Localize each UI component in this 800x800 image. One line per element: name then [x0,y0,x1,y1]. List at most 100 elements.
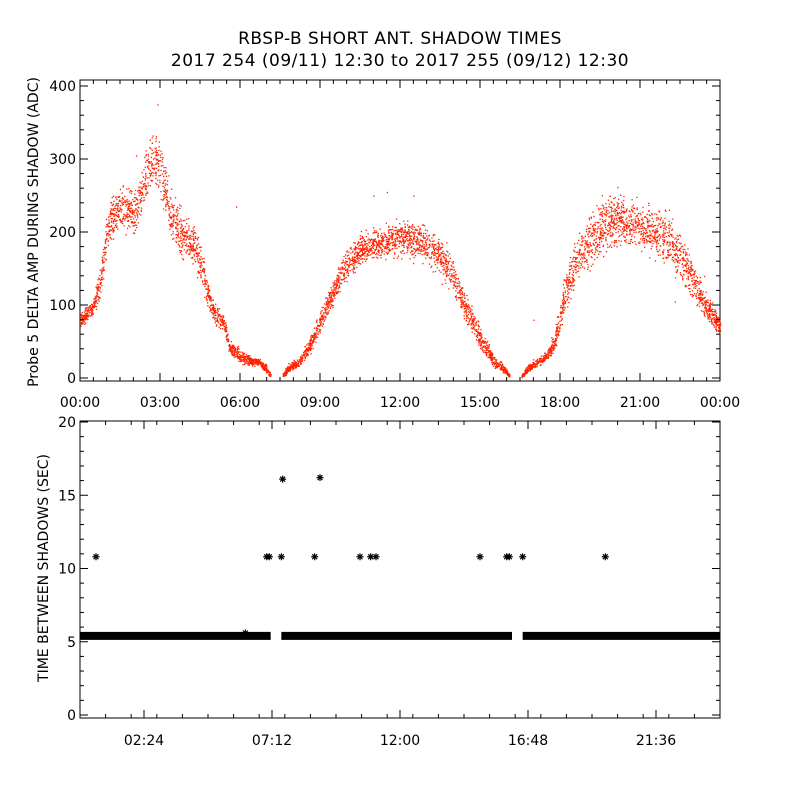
data-point [182,259,185,261]
data-point [482,350,484,352]
data-point [326,302,328,304]
data-point [290,363,292,365]
data-point [305,351,307,353]
data-point [676,253,678,255]
data-point [236,353,238,355]
data-point [190,247,192,249]
data-point [331,304,333,307]
data-point [613,224,615,226]
data-point [612,215,614,217]
data-point [241,359,243,361]
data-point [175,237,177,239]
data-point [329,293,331,295]
data-point [145,189,147,191]
data-point [316,321,318,324]
data-point [560,311,562,313]
data-point [339,282,341,284]
data-point [479,338,481,340]
data-point [455,290,457,292]
data-point [677,265,679,267]
data-point [569,269,572,271]
data-point [140,210,143,212]
data-point [466,307,468,309]
data-point [651,245,653,247]
data-point [469,311,471,314]
data-point [359,251,361,253]
data-point [168,214,170,216]
data-point [228,344,231,346]
data-point [711,321,713,323]
data-point [662,243,664,245]
data-point [301,354,303,356]
data-point [291,365,293,367]
data-point [250,359,252,361]
data-point [498,365,500,367]
data-point [663,236,666,239]
data-point [100,282,102,285]
data-point [595,238,597,240]
data-point [227,334,229,336]
data-point [419,232,421,234]
data-point [608,232,610,235]
data-point [559,316,562,318]
data-point [586,225,588,227]
data-point [129,191,131,193]
data-point [636,224,639,226]
data-point [400,235,402,238]
data-point [188,245,190,247]
data-point [401,240,403,243]
data-point [534,363,536,365]
data-point [343,277,345,279]
data-point [463,315,465,317]
data-point [685,264,687,266]
data-point [111,238,113,240]
data-point [338,267,340,269]
data-point [646,232,649,234]
data-point [134,209,136,212]
data-point [569,272,571,274]
data-point [285,370,287,372]
data-point [371,252,374,254]
data-point [231,344,233,346]
data-point [210,307,212,310]
data-point [209,295,211,297]
data-point [214,310,216,313]
data-point [339,276,341,278]
data-point [587,268,589,270]
data-point [101,267,103,269]
data-point [704,310,706,312]
data-point [312,341,315,343]
data-point [97,284,99,286]
data-point [632,219,634,221]
data-point [108,231,110,233]
data-point [459,297,461,299]
data-point [685,253,687,255]
data-point [575,272,577,274]
data-point [156,153,158,155]
data-point [598,222,600,224]
data-point [165,189,167,192]
data-point [679,248,681,250]
data-point [99,282,101,284]
data-point [617,231,619,233]
data-point [395,241,397,243]
data-point [320,321,322,323]
data-point [213,315,215,317]
data-point [444,279,446,281]
data-point [464,311,466,313]
data-point [416,229,419,231]
data-point [109,236,112,238]
data-point [112,203,114,205]
data-point [208,290,211,292]
data-point [434,251,436,253]
data-point [138,192,140,194]
data-point [583,261,586,263]
data-point [486,355,488,357]
data-point [422,262,424,265]
data-point [677,260,679,262]
data-point [170,198,172,200]
data-point [438,247,440,249]
data-point [440,271,442,273]
data-point [129,190,132,192]
data-point [86,307,88,309]
